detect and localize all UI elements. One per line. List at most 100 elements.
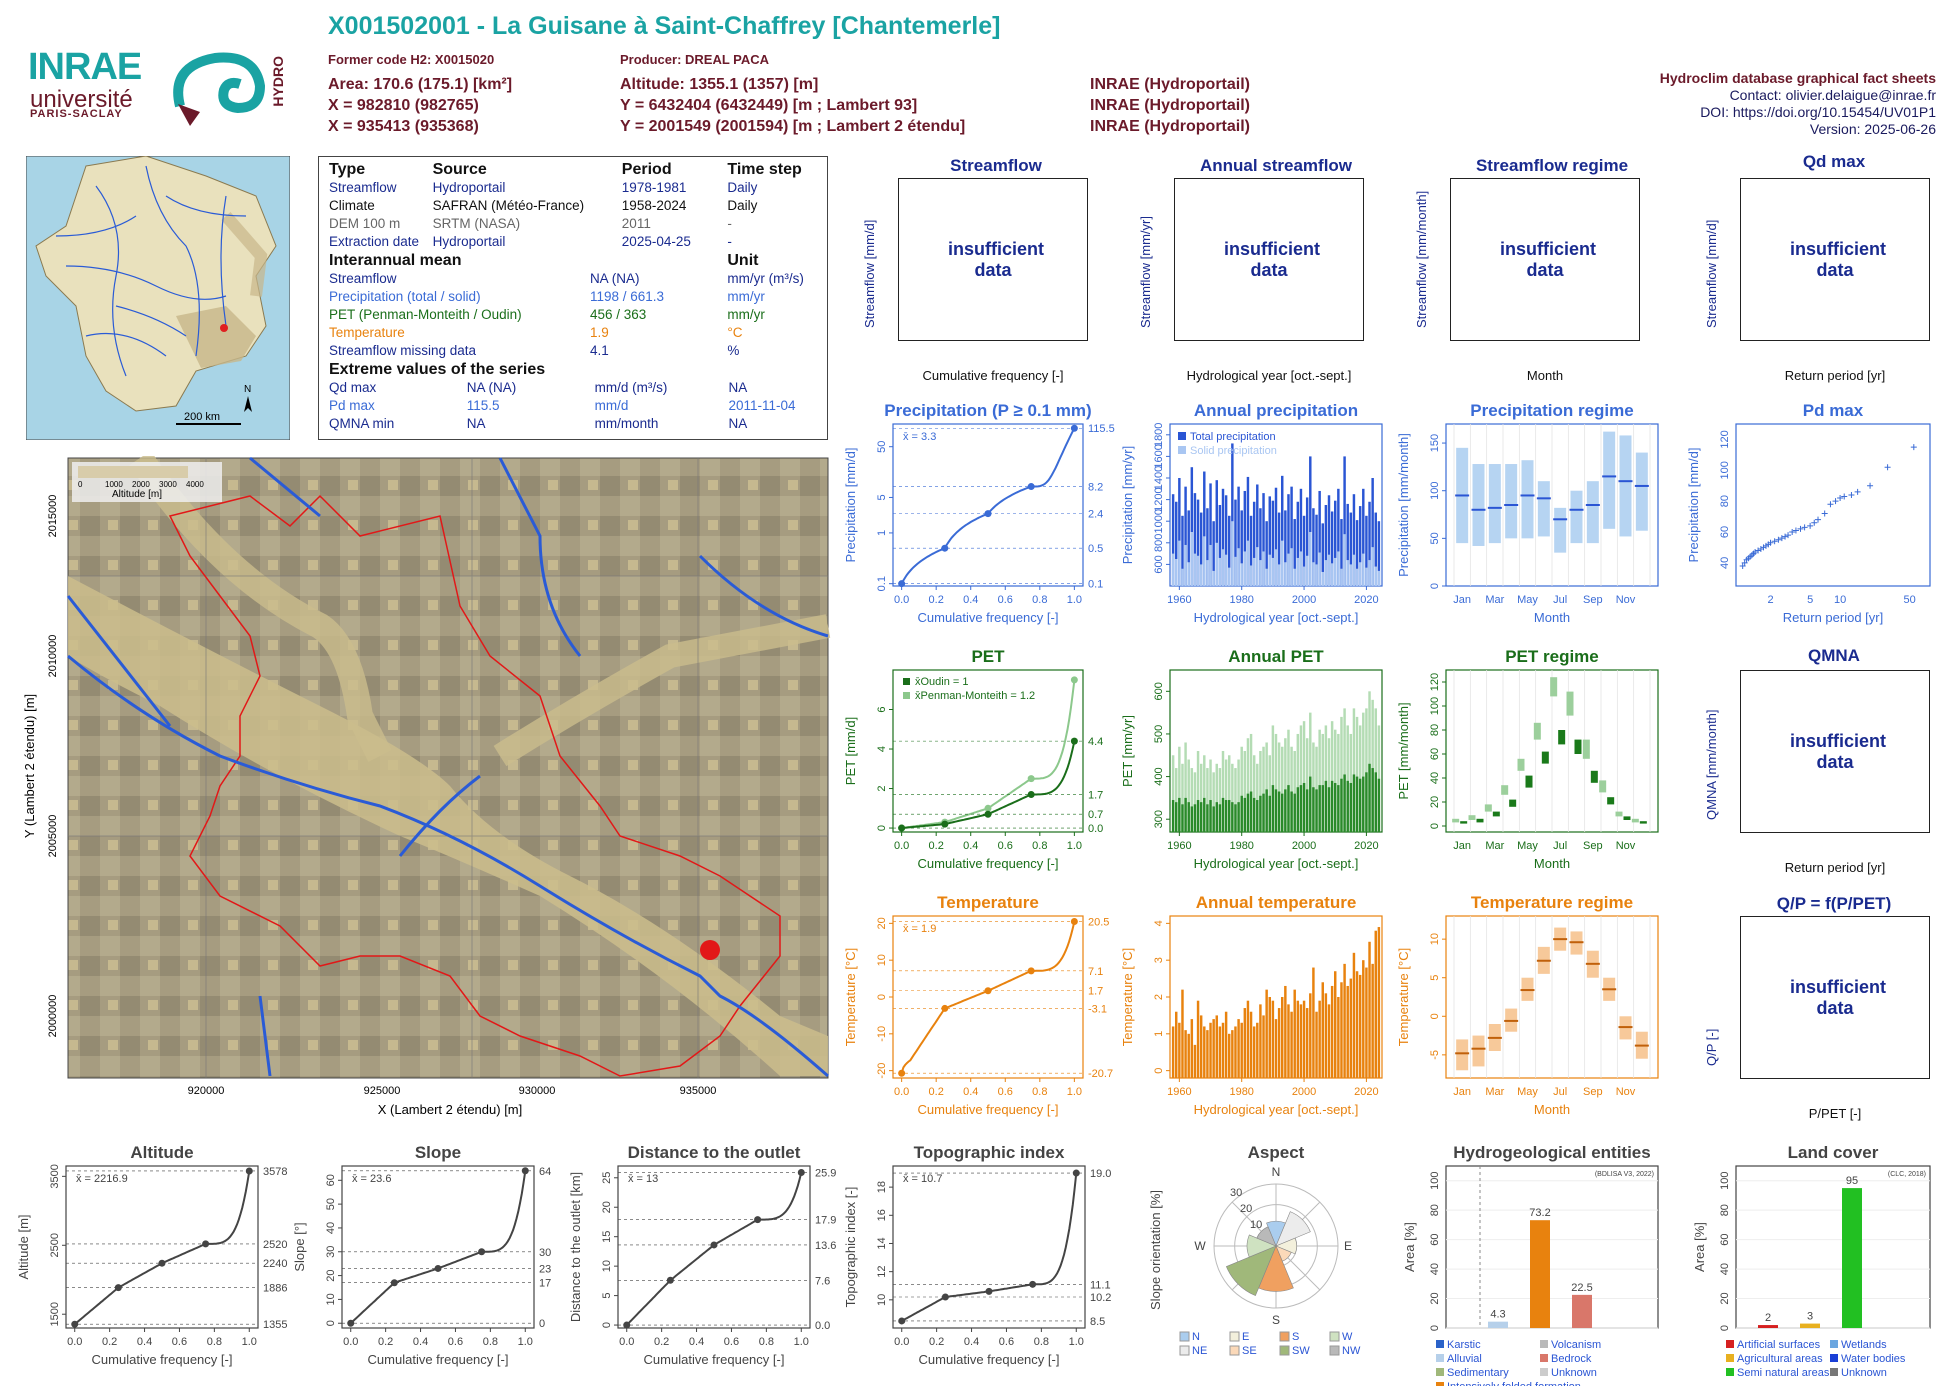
annual_pet-bar: [1321, 733, 1324, 832]
land_cover-ytick: 80: [1719, 1204, 1731, 1216]
extreme-date: NA: [728, 380, 748, 395]
slope_cdf-ylabel: Slope [°]: [292, 1222, 307, 1271]
altitude_cdf-ytick: 3500: [49, 1164, 61, 1188]
annual_pet-bar: [1265, 742, 1268, 832]
land_cover-ytick: 40: [1719, 1263, 1731, 1275]
mean-label: PET (Penman-Monteith / Oudin): [329, 307, 522, 322]
pet_cdf-xtick: 0.6: [998, 840, 1013, 852]
pd_max-xlabel: Return period [yr]: [1783, 610, 1883, 625]
precip-regime-box: [1488, 464, 1501, 544]
precip_cdf-xtick: 0.0: [894, 594, 909, 606]
mean-value: 4.1: [589, 343, 609, 358]
annual_temp-bar: [1362, 960, 1365, 1078]
annual_precip-bar: [1318, 552, 1321, 586]
temp_regime-ylabel: Temperature [°C]: [1396, 948, 1411, 1046]
topo_cdf-xtick: 0.6: [999, 1336, 1014, 1348]
distance_cdf-xtick: 0.0: [619, 1336, 634, 1348]
annual_precip-bar: [1355, 520, 1359, 586]
annual_precip-bar: [1265, 521, 1268, 586]
pd-max-point: [1827, 501, 1834, 508]
annual_precip-bar: [1368, 560, 1371, 586]
aspect-ring-label: 10: [1250, 1219, 1262, 1231]
annual_temp-bar: [1221, 1022, 1225, 1078]
precip_cdf-xtick: 0.6: [998, 594, 1013, 606]
annual_temp-bar: [1355, 971, 1359, 1078]
aspect-legend-item: NE: [1192, 1345, 1207, 1357]
extreme-label: Qd max: [329, 380, 377, 395]
doi-link[interactable]: DOI: https://doi.org/10.15454/UV01P1: [1700, 104, 1936, 120]
annual_temp-bar: [1296, 1000, 1300, 1078]
annual_temp-bar: [1330, 985, 1334, 1078]
annual_temp-bar: [1184, 1030, 1187, 1078]
annual_pet-bar: [1243, 751, 1247, 832]
annual_temp-bar: [1318, 1000, 1321, 1078]
annual_pet-bar: [1302, 782, 1306, 832]
slope_cdf-right-tick: 17: [539, 1278, 551, 1290]
station-marker: [220, 324, 228, 332]
hydrogeo-bar-label: 4.3: [1490, 1309, 1505, 1321]
distance_cdf-curve: [625, 1172, 803, 1326]
extreme-unit: mm/month: [594, 416, 659, 431]
annual_precip-bar: [1240, 510, 1243, 586]
annual_pet-bar: [1327, 738, 1331, 832]
annual_precip-bar: [1184, 486, 1187, 586]
annual_precip-bar: [1296, 557, 1300, 586]
info-period: 1958-2024: [621, 198, 687, 213]
hydrogeo-source: (BDLISA V3, 2022): [1595, 1171, 1654, 1178]
source-1: INRAE (Hydroportail): [1090, 76, 1250, 93]
annual_precip-ylabel: Precipitation [mm/yr]: [1120, 446, 1135, 564]
annual_precip-bar: [1371, 547, 1374, 586]
altitude_cdf-xlabel: Cumulative frequency [-]: [92, 1352, 233, 1367]
land_cover-legend-item: Water bodies: [1841, 1353, 1906, 1365]
pet_regime-ytick: 40: [1429, 772, 1441, 784]
annual_precip-ytick: 1400: [1153, 466, 1165, 490]
annual_precip-bar: [1271, 500, 1275, 586]
annual_pet-bar: [1246, 738, 1250, 832]
topo_cdf-xtick: 0.4: [964, 1336, 979, 1348]
annual_pet-bar: [1190, 768, 1194, 832]
annual_precip-bar: [1274, 487, 1278, 586]
annual_pet-bar: [1358, 778, 1362, 832]
annual_pet-bar: [1224, 759, 1228, 832]
annual_precip-bar: [1305, 497, 1309, 586]
temp_regime-ytick: 0: [1429, 1013, 1441, 1019]
slope_cdf-ytick: 30: [325, 1246, 337, 1258]
annual_pet-bar: [1218, 768, 1222, 832]
pet-regime-oudin-box: [1558, 730, 1566, 745]
streamflow-panel-xlabel: Return period [yr]: [1784, 860, 1886, 875]
temp_cdf-right-tick: 1.7: [1088, 986, 1103, 998]
annual_temp-bar: [1368, 941, 1371, 1078]
annual_pet-bar: [1302, 721, 1306, 832]
annual_precip-bar: [1346, 560, 1349, 586]
hydrogeo-legend-item: Intensively folded formation: [1447, 1381, 1581, 1386]
info-type: Streamflow: [329, 180, 397, 195]
annual_precip-bar: [1281, 475, 1284, 586]
distance_cdf-ylabel: Distance to the outlet [km]: [568, 1172, 583, 1322]
precip_cdf-ylabel: Precipitation [mm/d]: [843, 448, 858, 563]
pet-regime-pm-box: [1550, 677, 1558, 697]
precip_regime-ytick: 100: [1429, 482, 1441, 500]
temp_cdf-curve: [900, 921, 1076, 1074]
temp_regime-ytick: -5: [1429, 1050, 1441, 1060]
pd_max-ytick: 120: [1719, 430, 1731, 448]
mean-value: 1.9: [589, 325, 609, 340]
distance_cdf-ytick: 10: [601, 1260, 613, 1272]
annual_temp-bar: [1343, 963, 1346, 1078]
annual_pet-bar: [1206, 768, 1209, 832]
mean-unit: mm/yr: [727, 307, 765, 322]
annual_pet-bar: [1346, 780, 1349, 832]
temp_cdf-ytick: 10: [876, 954, 888, 966]
pet_regime-month-tick: Jan: [1453, 840, 1471, 852]
temp_regime-month-tick: Mar: [1485, 1086, 1504, 1098]
temp_cdf-quantile-point: [941, 1004, 949, 1012]
topo_cdf-quantile-point: [1072, 1169, 1080, 1177]
temp-regime-box: [1456, 1039, 1469, 1071]
annual_temp-bar: [1274, 1019, 1278, 1078]
pd-max-point: [1752, 549, 1759, 556]
annual_temp-bar: [1203, 1026, 1206, 1078]
annual_precip-bar: [1293, 568, 1296, 586]
topo_cdf-mean: x̄ = 10.7: [903, 1173, 942, 1185]
aspect-title: Aspect: [1248, 1143, 1305, 1162]
topo_cdf-right-tick: 8.5: [1090, 1316, 1105, 1328]
topo_cdf-right-tick: 11.1: [1090, 1279, 1111, 1291]
